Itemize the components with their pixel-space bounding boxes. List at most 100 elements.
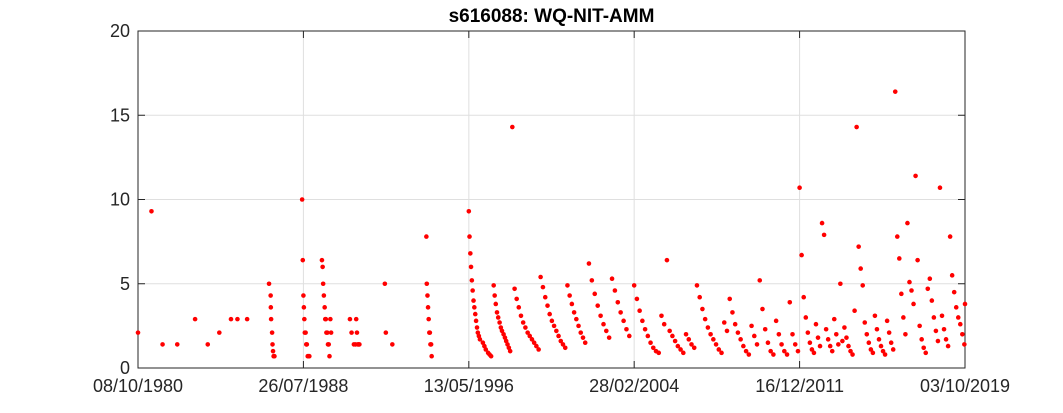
data-point xyxy=(751,333,757,339)
data-point xyxy=(534,343,539,349)
data-point xyxy=(514,296,519,302)
data-point xyxy=(536,347,541,352)
data-point xyxy=(495,315,501,320)
data-point xyxy=(303,330,308,335)
data-point xyxy=(848,348,853,354)
data-point xyxy=(320,264,325,270)
data-point xyxy=(547,311,552,317)
data-point xyxy=(874,326,880,332)
data-point xyxy=(551,323,557,329)
data-point xyxy=(523,325,528,330)
data-point xyxy=(955,315,961,320)
data-point xyxy=(741,343,746,349)
data-point xyxy=(270,342,275,347)
data-point xyxy=(911,301,916,307)
data-point xyxy=(730,310,735,315)
data-point xyxy=(681,350,686,356)
data-point xyxy=(866,340,872,346)
data-point xyxy=(675,343,681,349)
data-point xyxy=(799,252,804,258)
data-point xyxy=(892,89,898,94)
data-point xyxy=(672,338,678,344)
data-point xyxy=(383,330,389,335)
data-point xyxy=(827,343,833,349)
data-point xyxy=(473,318,479,324)
data-point xyxy=(322,305,327,310)
data-point xyxy=(811,350,817,356)
data-point xyxy=(787,299,793,305)
data-point xyxy=(708,332,713,337)
data-point xyxy=(757,278,763,283)
data-point xyxy=(749,323,754,329)
data-point xyxy=(962,301,968,307)
data-point xyxy=(567,293,572,298)
data-point xyxy=(624,326,629,332)
data-point xyxy=(878,343,884,349)
data-point xyxy=(477,337,483,342)
data-point xyxy=(850,352,855,357)
data-point xyxy=(424,234,429,239)
data-point xyxy=(700,306,705,312)
data-point xyxy=(474,325,480,330)
data-point xyxy=(931,315,937,320)
x-tick-label: 13/05/1996 xyxy=(424,376,514,396)
data-point xyxy=(782,348,787,354)
data-point xyxy=(705,325,711,330)
data-point xyxy=(578,330,584,335)
data-point xyxy=(702,316,708,322)
data-point xyxy=(425,305,431,310)
data-point xyxy=(645,333,651,339)
data-point xyxy=(569,301,575,307)
data-point xyxy=(852,308,857,314)
data-point xyxy=(888,340,894,346)
data-point xyxy=(886,330,892,335)
data-point xyxy=(727,296,733,302)
data-point xyxy=(957,321,963,327)
data-point xyxy=(951,289,957,295)
data-point xyxy=(913,173,918,179)
data-point xyxy=(945,343,951,349)
data-point xyxy=(217,330,222,335)
data-point xyxy=(470,288,475,293)
data-point xyxy=(899,291,904,297)
data-point xyxy=(603,328,609,334)
data-point xyxy=(953,305,959,310)
data-point xyxy=(868,347,874,352)
data-point xyxy=(821,232,827,238)
data-point xyxy=(301,305,307,310)
data-point xyxy=(595,303,601,308)
data-point xyxy=(815,335,821,340)
data-point xyxy=(805,330,811,335)
data-point xyxy=(300,257,306,263)
data-point xyxy=(762,326,768,332)
data-point xyxy=(917,323,922,329)
data-point xyxy=(738,337,743,342)
data-point xyxy=(929,298,935,303)
data-point xyxy=(174,342,180,347)
data-point xyxy=(862,320,868,325)
data-point xyxy=(921,345,927,351)
data-point xyxy=(858,266,863,271)
axis-ticks: 08/10/1980 26/07/1988 13/05/1996 28/02/2004… xyxy=(93,21,1010,396)
data-point xyxy=(589,278,595,283)
data-point xyxy=(601,321,606,327)
data-point xyxy=(488,353,494,359)
data-point xyxy=(905,220,910,226)
data-point xyxy=(426,316,431,322)
data-point xyxy=(667,328,672,334)
data-point xyxy=(531,340,537,346)
data-point xyxy=(880,348,886,354)
data-point xyxy=(732,321,738,327)
data-point xyxy=(637,308,642,314)
data-point xyxy=(962,342,967,347)
data-point xyxy=(768,348,773,354)
data-point xyxy=(586,261,592,266)
data-point xyxy=(919,337,924,342)
data-point xyxy=(518,313,524,319)
data-point xyxy=(884,318,890,324)
data-point xyxy=(268,293,273,298)
data-point xyxy=(160,342,165,347)
data-point xyxy=(472,311,478,317)
data-point xyxy=(661,321,667,327)
x-tick-label: 08/10/1980 xyxy=(93,376,183,396)
